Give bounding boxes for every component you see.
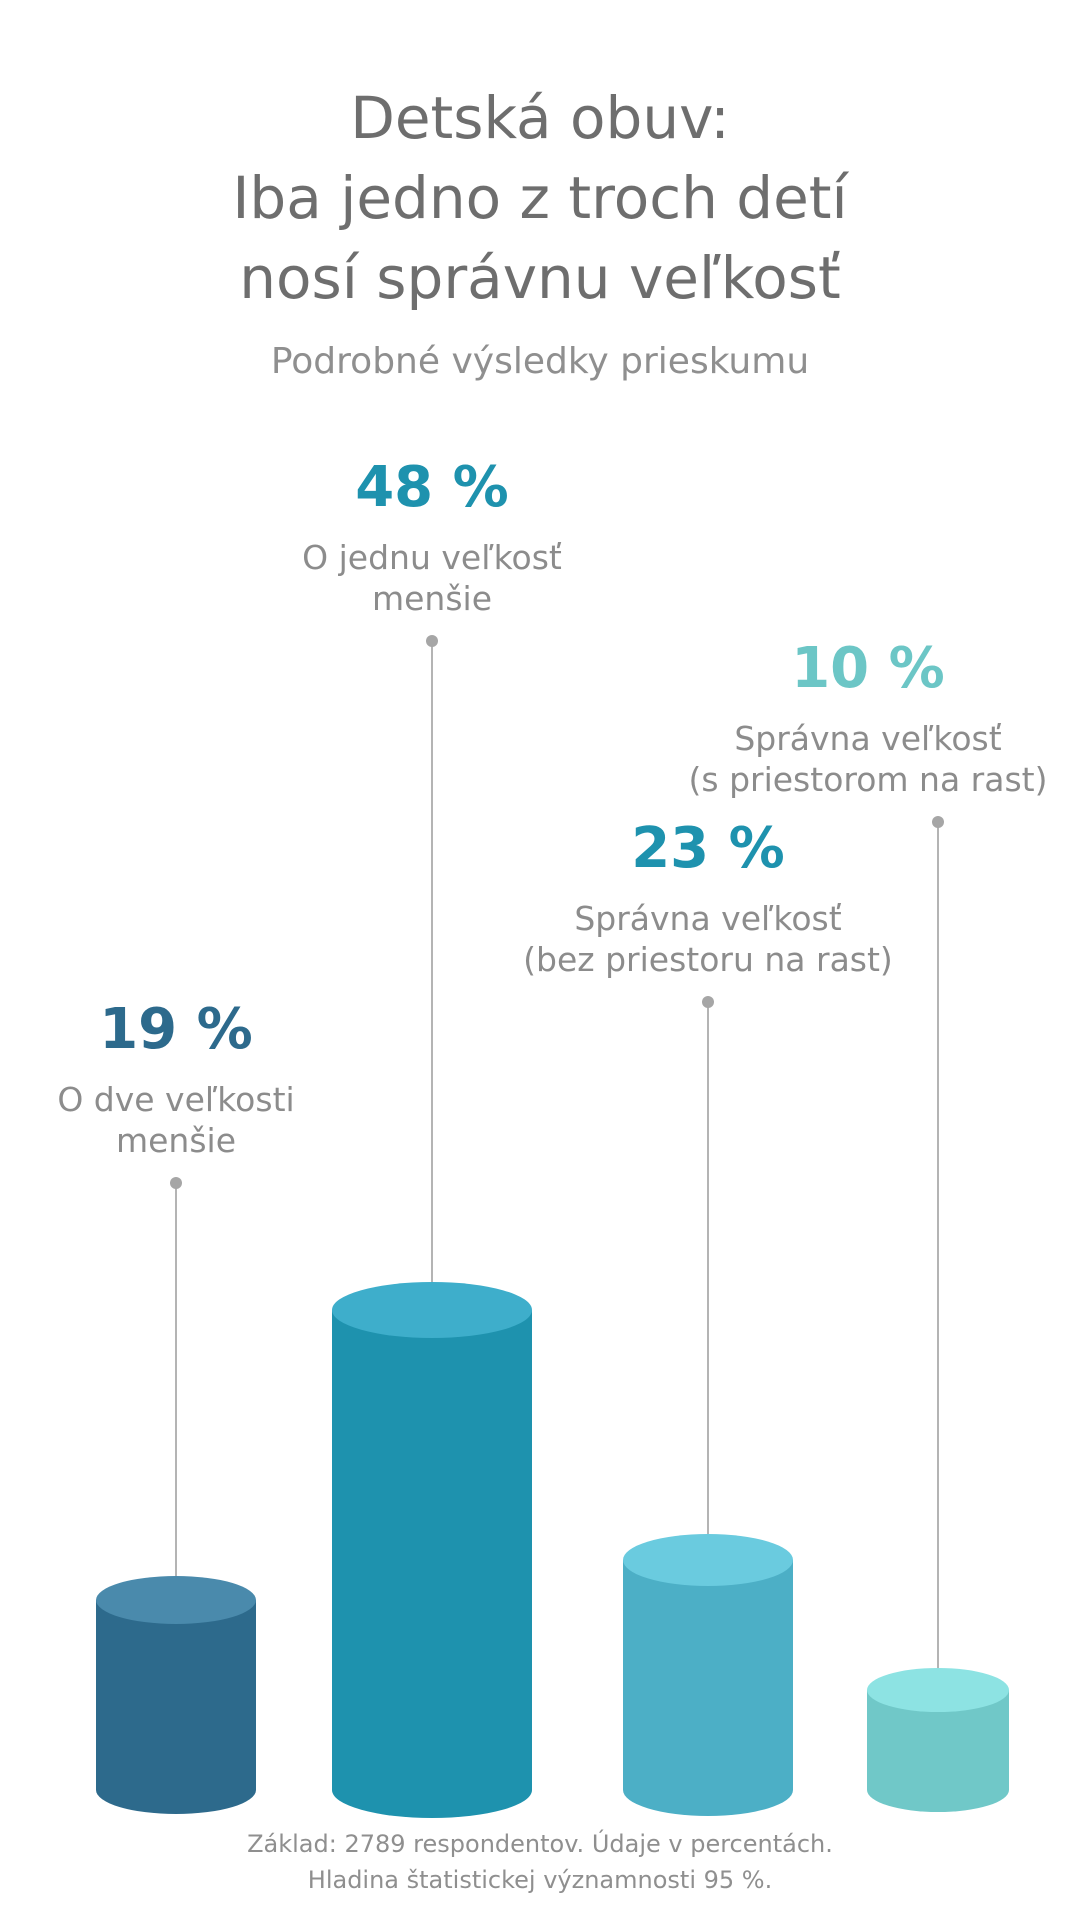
chart-title-line-2: Iba jedno z troch detí [232,164,848,232]
chart-title-line-1: Detská obuv: [350,84,730,152]
bar [96,1600,256,1814]
bar-top [332,1282,532,1338]
bar-group-3: 23 % Správna veľkosť(bez priestoru na ras… [523,816,893,1816]
footnote-line-2: Hladina štatistickej významnosti 95 %. [307,1866,773,1894]
bar [867,1690,1009,1812]
bar-top [96,1576,256,1624]
bar-top [867,1668,1009,1712]
category-label: Správna veľkosť [734,719,1001,758]
chart-subtitle: Podrobné výsledky prieskumu [270,341,810,382]
category-label: (s priestorom na rast) [689,760,1048,799]
leader-dot [426,635,438,647]
category-label: O jednu veľkosť [302,538,562,577]
bar-top [623,1534,793,1586]
data-label: 10 % [791,636,945,701]
data-label: 48 % [355,455,509,520]
data-label: 19 % [99,997,253,1062]
bar [623,1560,793,1816]
category-label: Správna veľkosť [574,899,841,938]
bar-group-4: 10 % Správna veľkosť(s priestorom na rast… [689,636,1048,1812]
footnote: Základ: 2789 respondentov. Údaje v perce… [0,1826,1080,1898]
footnote-line-1: Základ: 2789 respondentov. Údaje v perce… [247,1830,833,1858]
leader-dot [170,1177,182,1189]
leader-dot [932,816,944,828]
category-label: menšie [372,579,492,618]
data-label: 23 % [631,816,785,881]
category-label: menšie [116,1121,236,1160]
chart-title: Detská obuv: Iba jedno z troch detí nosí… [0,78,1080,318]
bar [332,1310,532,1818]
category-label: O dve veľkosti [57,1080,294,1119]
leader-dot [702,996,714,1008]
chart-title-line-3: nosí správnu veľkosť [239,244,841,312]
category-label: (bez priestoru na rast) [523,940,893,979]
